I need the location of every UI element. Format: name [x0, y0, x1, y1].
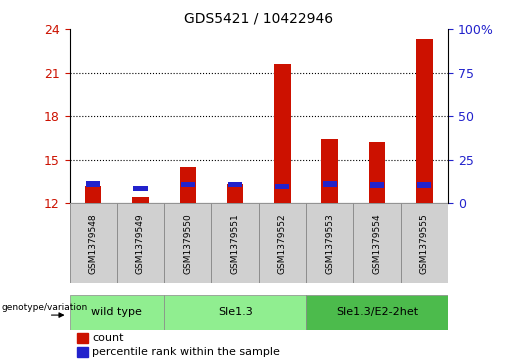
Bar — [77, 347, 88, 357]
Bar — [86, 181, 100, 187]
Text: GSM1379553: GSM1379553 — [325, 213, 334, 274]
Bar — [306, 295, 448, 330]
Text: GSM1379554: GSM1379554 — [372, 213, 382, 274]
Bar — [164, 295, 306, 330]
Bar — [117, 203, 164, 283]
Bar — [259, 203, 306, 283]
Bar — [132, 197, 149, 203]
Text: GSM1379550: GSM1379550 — [183, 213, 192, 274]
Text: Sle1.3/E2-2het: Sle1.3/E2-2het — [336, 307, 418, 317]
Bar — [276, 184, 289, 189]
Bar — [227, 184, 244, 203]
Bar — [370, 182, 384, 188]
Bar — [180, 167, 196, 203]
Bar — [70, 203, 117, 283]
Bar — [212, 203, 259, 283]
Bar — [417, 182, 432, 188]
Bar — [321, 139, 338, 203]
Bar — [85, 186, 101, 203]
Text: GSM1379552: GSM1379552 — [278, 213, 287, 274]
Bar — [181, 182, 195, 187]
Bar — [70, 295, 164, 330]
Bar — [353, 203, 401, 283]
Text: GSM1379548: GSM1379548 — [89, 213, 98, 274]
Text: Sle1.3: Sle1.3 — [218, 307, 252, 317]
Text: wild type: wild type — [91, 307, 142, 317]
Text: count: count — [92, 333, 124, 343]
Bar — [228, 182, 242, 187]
Text: genotype/variation: genotype/variation — [2, 303, 88, 312]
Text: percentile rank within the sample: percentile rank within the sample — [92, 347, 280, 357]
Text: GSM1379549: GSM1379549 — [136, 213, 145, 274]
Bar — [133, 186, 147, 191]
Text: GSM1379551: GSM1379551 — [231, 213, 239, 274]
Bar — [323, 181, 337, 187]
Bar — [401, 203, 448, 283]
Bar — [306, 203, 353, 283]
Bar — [369, 142, 385, 203]
Bar — [77, 333, 88, 343]
Bar — [274, 64, 291, 203]
Bar — [416, 39, 433, 203]
Text: GSM1379555: GSM1379555 — [420, 213, 429, 274]
Bar — [164, 203, 212, 283]
Title: GDS5421 / 10422946: GDS5421 / 10422946 — [184, 11, 333, 25]
